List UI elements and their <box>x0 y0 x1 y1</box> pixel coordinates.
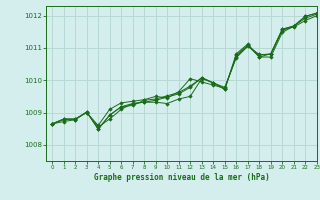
X-axis label: Graphe pression niveau de la mer (hPa): Graphe pression niveau de la mer (hPa) <box>94 173 269 182</box>
